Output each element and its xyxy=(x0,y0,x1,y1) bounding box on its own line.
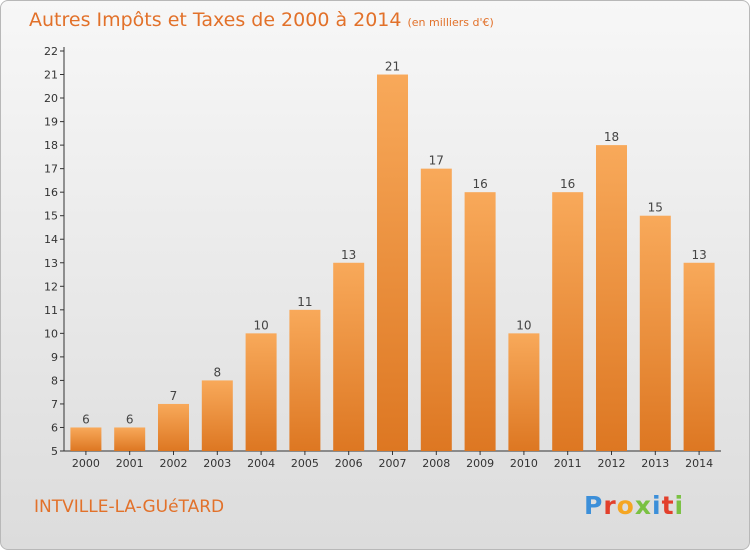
bar xyxy=(639,215,671,451)
y-tick-label: 14 xyxy=(44,233,58,246)
data-label: 10 xyxy=(516,318,531,332)
bar xyxy=(508,333,540,451)
data-label: 16 xyxy=(472,177,487,191)
x-tick-label: 2009 xyxy=(466,457,494,470)
title-text: Autres Impôts et Taxes de 2000 à 2014 xyxy=(29,9,402,31)
data-label: 11 xyxy=(297,295,312,309)
bar xyxy=(464,192,496,452)
y-tick-label: 16 xyxy=(44,186,58,199)
data-label: 21 xyxy=(385,60,400,74)
bar xyxy=(333,262,365,451)
bar xyxy=(245,333,277,451)
y-tick-label: 7 xyxy=(51,398,58,411)
data-label: 13 xyxy=(341,248,356,262)
bar xyxy=(70,427,102,451)
y-tick-label: 15 xyxy=(44,210,58,223)
chart-title: Autres Impôts et Taxes de 2000 à 2014 (en… xyxy=(29,9,494,31)
logo-letter: i xyxy=(652,491,662,520)
bar xyxy=(289,309,321,451)
y-tick-label: 13 xyxy=(44,257,58,270)
data-label: 16 xyxy=(560,177,575,191)
logo-letter: x xyxy=(634,491,652,520)
y-tick-label: 8 xyxy=(51,374,58,387)
bar xyxy=(377,74,408,451)
data-label: 18 xyxy=(604,130,619,144)
y-tick-label: 22 xyxy=(44,45,58,58)
logo-letter: o xyxy=(616,491,635,520)
y-tick-label: 11 xyxy=(44,304,58,317)
data-label: 15 xyxy=(648,201,663,215)
data-label: 6 xyxy=(126,412,134,426)
y-tick-label: 18 xyxy=(44,139,58,152)
bar xyxy=(683,262,715,451)
data-label: 8 xyxy=(213,365,221,379)
y-tick-label: 10 xyxy=(44,327,58,340)
x-tick-label: 2005 xyxy=(291,457,319,470)
logo-letter: t xyxy=(661,491,675,520)
data-label: 6 xyxy=(82,412,90,426)
bar xyxy=(596,145,627,451)
y-tick-label: 19 xyxy=(44,116,58,129)
y-tick-label: 17 xyxy=(44,163,58,176)
data-label: 13 xyxy=(691,248,706,262)
proxiti-logo[interactable]: Proxiti xyxy=(584,491,684,520)
data-label: 10 xyxy=(253,318,268,332)
x-tick-label: 2004 xyxy=(247,457,275,470)
y-tick-label: 12 xyxy=(44,280,58,293)
commune-name: INTVILLE-LA-GUéTARD xyxy=(34,497,225,517)
y-tick-label: 5 xyxy=(51,445,58,458)
x-tick-label: 2010 xyxy=(510,457,538,470)
bar xyxy=(158,403,189,451)
x-tick-label: 2002 xyxy=(160,457,188,470)
bar xyxy=(552,192,584,452)
x-tick-label: 2012 xyxy=(598,457,626,470)
unit-subtitle: (en milliers d'€) xyxy=(407,16,494,29)
x-tick-label: 2000 xyxy=(72,457,100,470)
x-tick-label: 2003 xyxy=(203,457,231,470)
x-tick-label: 2001 xyxy=(116,457,144,470)
x-tick-label: 2006 xyxy=(335,457,363,470)
logo-letter: P xyxy=(584,491,604,520)
logo-letter: i xyxy=(674,491,685,520)
logo-letter: r xyxy=(603,491,617,520)
bar xyxy=(114,427,146,451)
x-tick-label: 2011 xyxy=(554,457,582,470)
bar xyxy=(420,168,452,451)
bar xyxy=(201,380,233,451)
x-tick-label: 2008 xyxy=(422,457,450,470)
y-tick-label: 9 xyxy=(51,351,58,364)
x-tick-label: 2007 xyxy=(379,457,407,470)
y-tick-label: 6 xyxy=(51,421,58,434)
x-tick-label: 2014 xyxy=(685,457,713,470)
y-tick-label: 21 xyxy=(44,69,58,82)
y-tick-label: 20 xyxy=(44,92,58,105)
x-tick-label: 2013 xyxy=(641,457,669,470)
data-label: 17 xyxy=(429,154,444,168)
data-label: 7 xyxy=(170,389,178,403)
